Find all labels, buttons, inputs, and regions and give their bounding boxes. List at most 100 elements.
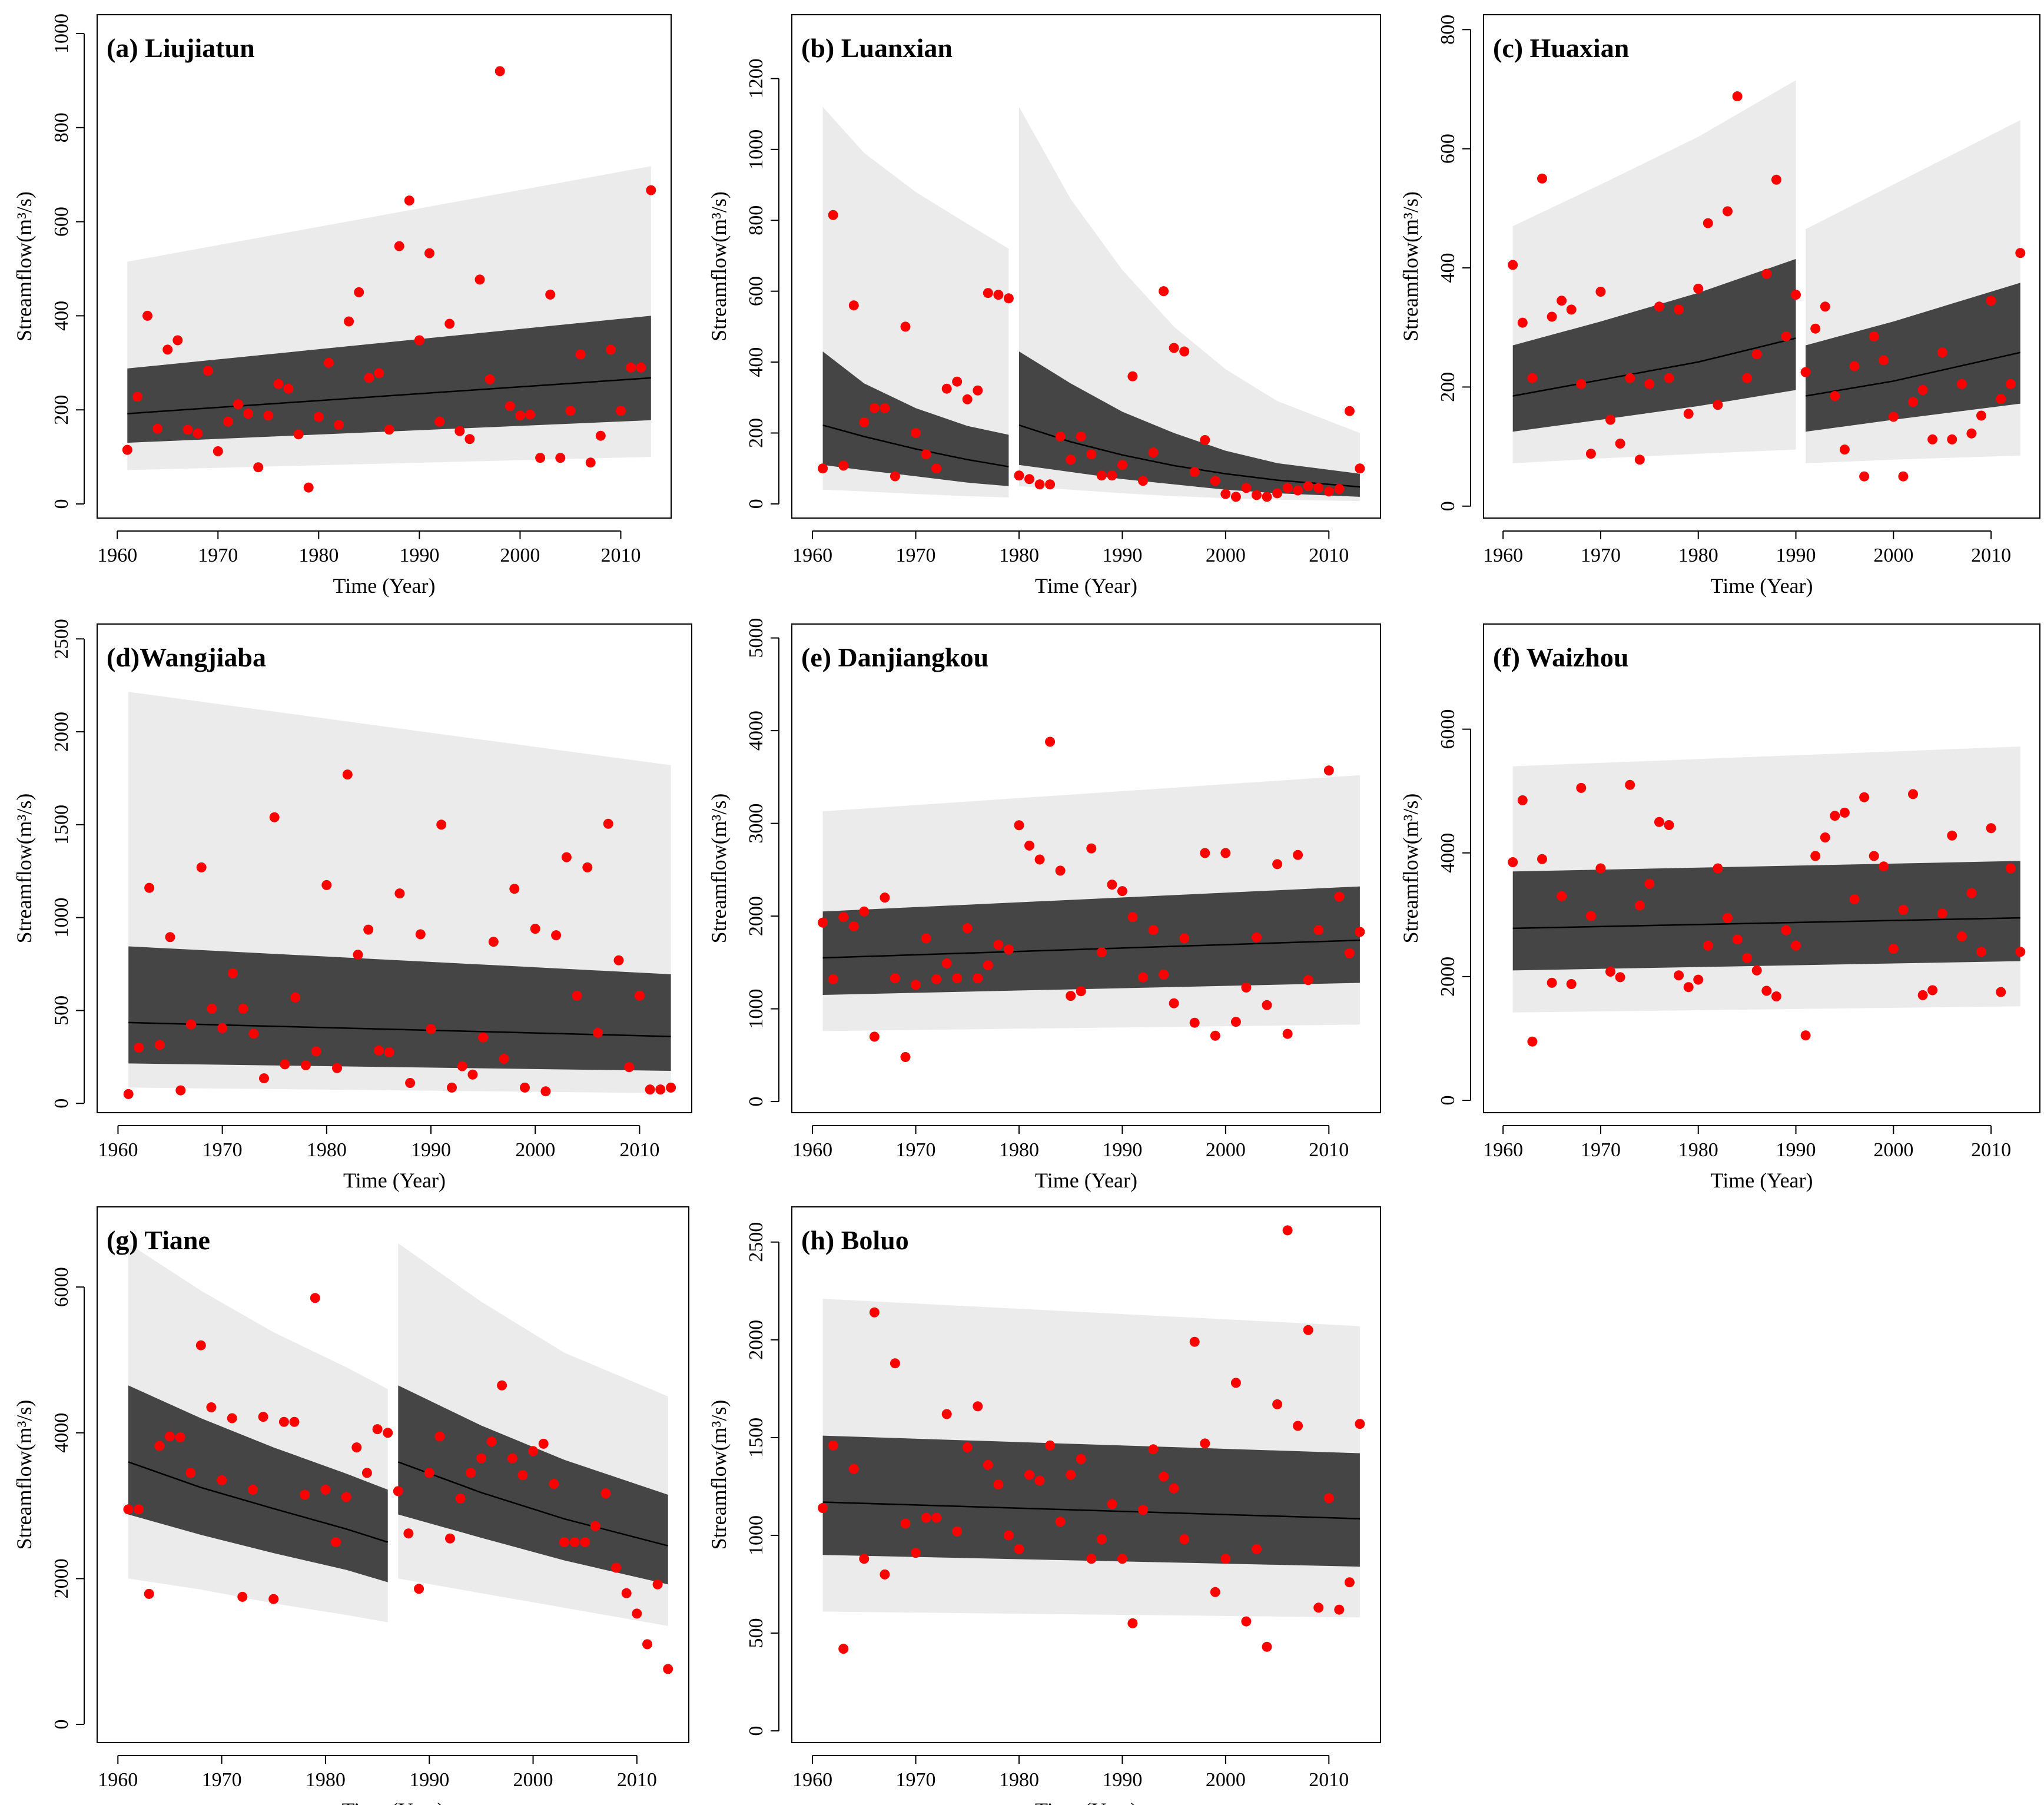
- data-point: [280, 1059, 290, 1070]
- data-point: [334, 420, 344, 430]
- data-point: [1210, 476, 1220, 486]
- data-point: [1138, 476, 1148, 486]
- inner-uncertainty-band: [822, 1435, 1360, 1567]
- panel-title: (h) Boluo: [801, 1225, 909, 1255]
- data-point: [1117, 886, 1127, 897]
- inner-uncertainty-band: [128, 946, 671, 1071]
- data-point: [415, 929, 426, 940]
- data-point: [655, 1084, 666, 1095]
- data-point: [394, 241, 404, 251]
- data-point: [962, 1442, 973, 1452]
- data-point: [175, 1085, 186, 1096]
- data-point: [838, 1644, 849, 1654]
- data-point: [1045, 1440, 1056, 1451]
- data-point: [1323, 486, 1334, 497]
- data-point: [595, 430, 606, 441]
- y-tick-label: 600: [1437, 134, 1459, 164]
- data-point: [1732, 934, 1743, 945]
- data-point: [2015, 248, 2026, 258]
- data-point: [1313, 1602, 1324, 1613]
- data-point: [593, 1027, 603, 1038]
- data-point: [172, 335, 183, 346]
- x-tick-label: 2010: [617, 1769, 657, 1791]
- data-point: [1169, 998, 1179, 1008]
- data-point: [828, 974, 838, 984]
- data-point: [1810, 851, 1821, 861]
- x-tick-label: 1970: [896, 1139, 936, 1161]
- data-point: [838, 912, 849, 923]
- data-point: [424, 1468, 434, 1478]
- data-point: [332, 1063, 342, 1073]
- data-point: [1344, 948, 1355, 958]
- data-point: [1262, 1641, 1272, 1652]
- data-point: [505, 401, 515, 412]
- data-point: [1634, 454, 1645, 465]
- data-point: [1272, 488, 1283, 499]
- data-point: [1751, 349, 1762, 360]
- data-point: [464, 434, 475, 444]
- data-point: [1014, 820, 1024, 831]
- data-point: [1585, 449, 1596, 459]
- data-point: [1615, 972, 1625, 983]
- data-point: [1148, 925, 1159, 935]
- data-point: [383, 1428, 393, 1438]
- x-tick-label: 1970: [896, 545, 936, 566]
- data-point: [1210, 1030, 1220, 1041]
- data-point: [300, 1060, 311, 1070]
- data-point: [1508, 857, 1518, 867]
- data-point: [538, 1438, 549, 1449]
- data-point: [931, 463, 942, 474]
- data-point: [445, 1533, 455, 1544]
- data-point: [663, 1664, 673, 1674]
- data-point: [528, 1446, 538, 1456]
- data-point: [569, 1537, 580, 1547]
- data-point: [341, 1492, 351, 1502]
- data-point: [1557, 296, 1567, 306]
- data-point: [1189, 1017, 1200, 1028]
- data-point: [1313, 925, 1324, 935]
- data-point: [258, 1412, 268, 1422]
- data-point: [227, 1413, 237, 1424]
- plot-frame: [791, 623, 1381, 1113]
- data-point: [233, 399, 243, 410]
- data-point: [1634, 900, 1645, 911]
- data-point: [1189, 1336, 1200, 1347]
- x-axis-title: Time (Year): [1710, 1169, 1813, 1192]
- x-axis-title: Time (Year): [1035, 574, 1137, 598]
- data-point: [1693, 974, 1704, 985]
- data-point: [1849, 361, 1860, 371]
- data-point: [1781, 331, 1791, 341]
- data-point: [1888, 944, 1899, 954]
- data-point: [426, 1024, 436, 1034]
- x-tick-label: 2000: [1206, 545, 1246, 566]
- data-point: [634, 990, 645, 1001]
- data-point: [1742, 953, 1753, 963]
- data-point: [1252, 932, 1262, 943]
- data-point: [1055, 865, 1066, 876]
- data-point: [1761, 986, 1772, 996]
- x-tick-label: 1960: [1483, 545, 1523, 566]
- data-point: [1355, 463, 1365, 474]
- median-line: [1018, 424, 1361, 488]
- data-point: [818, 917, 828, 928]
- data-point: [476, 1453, 486, 1464]
- data-point: [1066, 454, 1076, 465]
- data-point: [1220, 489, 1231, 499]
- data-point: [1024, 840, 1034, 851]
- data-point: [424, 248, 434, 258]
- data-point: [580, 1537, 590, 1547]
- data-point: [478, 1032, 489, 1043]
- data-point: [1107, 880, 1117, 890]
- data-point: [223, 416, 233, 427]
- inner-uncertainty-band: [1019, 351, 1360, 497]
- data-point: [162, 344, 173, 355]
- data-point: [1996, 394, 2006, 404]
- y-tick-label: 1500: [745, 1418, 767, 1458]
- data-point: [457, 1061, 467, 1071]
- median-line: [822, 1501, 1360, 1519]
- median-line: [822, 939, 1360, 959]
- data-point: [931, 1512, 942, 1523]
- data-point: [515, 410, 525, 421]
- data-point: [1839, 807, 1850, 818]
